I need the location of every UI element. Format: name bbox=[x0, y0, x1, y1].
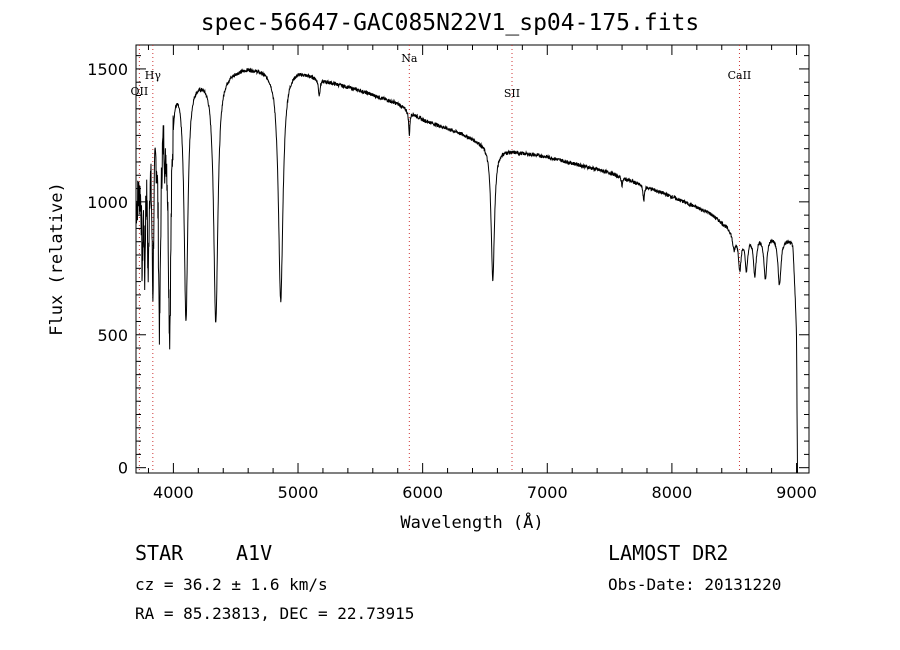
line-marker-label: Hγ bbox=[145, 69, 162, 82]
obs-date-text: Obs-Date: 20131220 bbox=[608, 575, 782, 594]
y-tick-label: 1000 bbox=[87, 193, 128, 212]
x-tick-label: 4000 bbox=[153, 483, 194, 502]
y-tick-label: 500 bbox=[97, 326, 128, 345]
plot-frame bbox=[135, 44, 810, 474]
survey-name: LAMOST DR2 bbox=[608, 541, 729, 565]
redshift-text: cz = 36.2 ± 1.6 km/s bbox=[135, 575, 328, 594]
spectrum-line bbox=[135, 67, 798, 474]
line-marker-label: SII bbox=[504, 87, 520, 100]
y-tick-label: 0 bbox=[118, 459, 128, 478]
x-tick-label: 7000 bbox=[527, 483, 568, 502]
x-tick-label: 6000 bbox=[402, 483, 443, 502]
object-subclass: A1V bbox=[236, 541, 273, 565]
x-tick-label: 8000 bbox=[652, 483, 693, 502]
chart-title: spec-56647-GAC085N22V1_sp04-175.fits bbox=[200, 10, 700, 36]
line-marker-label: Na bbox=[401, 52, 418, 65]
y-tick-label: 1500 bbox=[87, 60, 128, 79]
line-marker-label: OII bbox=[131, 85, 149, 98]
x-tick-label: 9000 bbox=[776, 483, 817, 502]
coordinates-text: RA = 85.23813, DEC = 22.73915 bbox=[135, 604, 415, 623]
x-tick-label: 5000 bbox=[278, 483, 319, 502]
line-marker-label: CaII bbox=[728, 69, 752, 82]
x-axis-label: Wavelength (Å) bbox=[400, 511, 543, 533]
object-class: STAR bbox=[135, 541, 184, 565]
y-axis-label: Flux (relative) bbox=[47, 182, 67, 336]
